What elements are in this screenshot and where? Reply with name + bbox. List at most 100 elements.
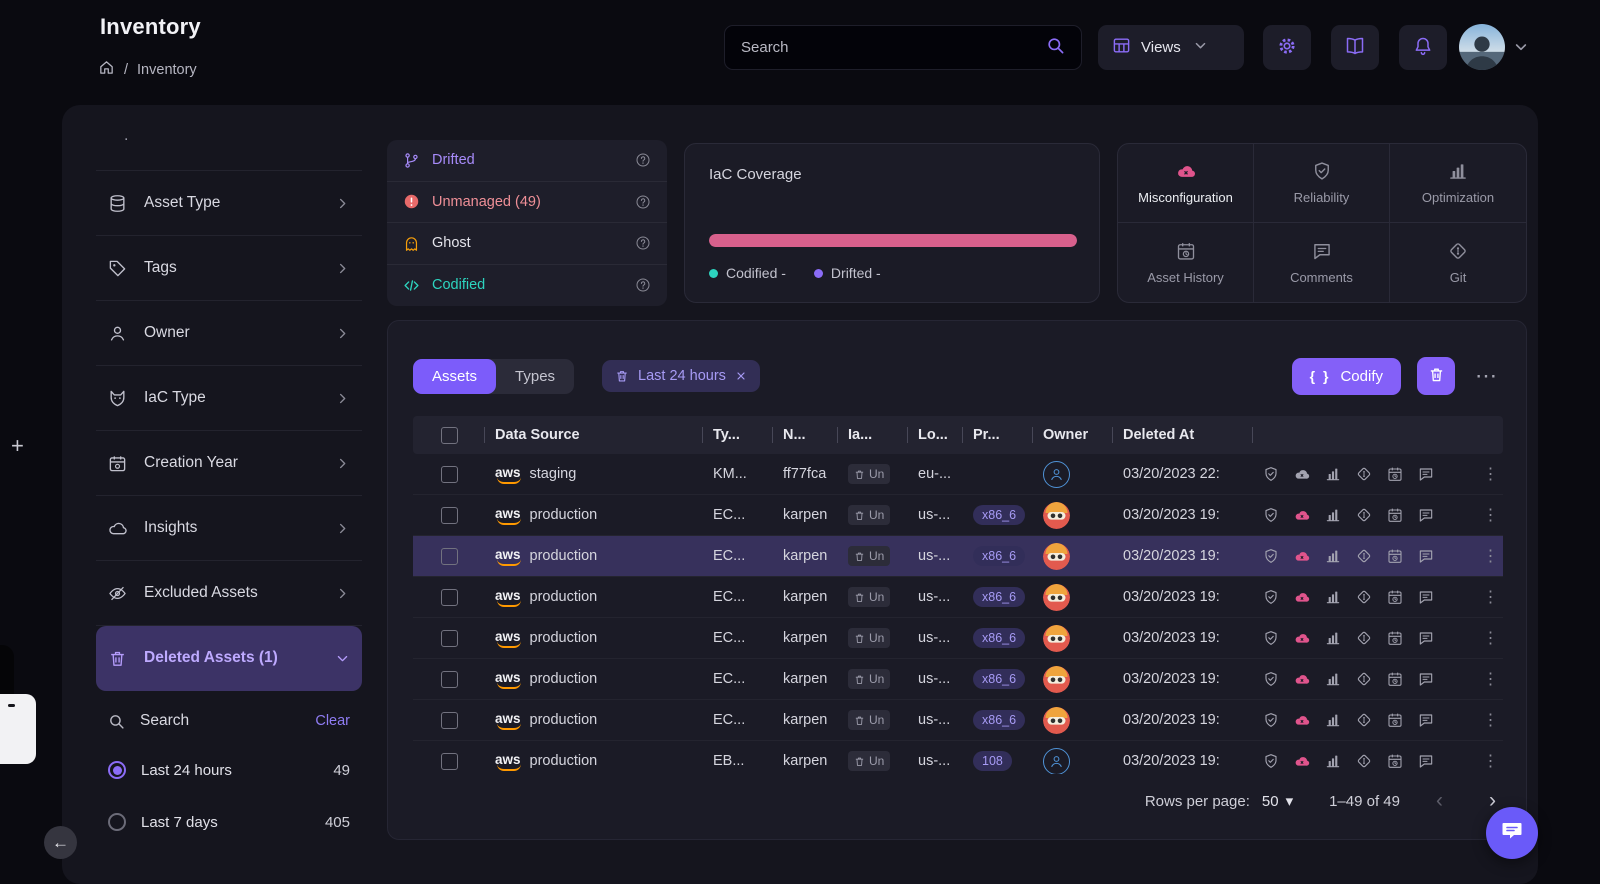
tab-assets[interactable]: Assets: [413, 358, 497, 394]
sidebar-item-tags[interactable]: Tags: [96, 236, 362, 301]
status-row-unmanaged-49[interactable]: Unmanaged (49): [387, 182, 667, 223]
kebab-icon[interactable]: ⋮: [1482, 589, 1499, 606]
column-header-lo[interactable]: Lo...: [908, 416, 963, 454]
insight-tab-optimization[interactable]: Optimization: [1390, 144, 1526, 223]
comments-icon[interactable]: [1418, 712, 1434, 728]
sidebar-item-creation-year[interactable]: Creation Year: [96, 431, 362, 496]
reliability-shield-icon[interactable]: [1263, 589, 1279, 605]
comments-icon[interactable]: [1418, 753, 1434, 769]
column-header-ia[interactable]: Ia...: [838, 416, 908, 454]
comments-icon[interactable]: [1418, 630, 1434, 646]
row-checkbox[interactable]: [440, 629, 458, 647]
git-icon[interactable]: [1356, 630, 1372, 646]
tab-types[interactable]: Types: [496, 359, 574, 394]
git-icon[interactable]: [1356, 466, 1372, 482]
robot-avatar[interactable]: [1043, 665, 1070, 693]
chat-widget-button[interactable]: [1486, 807, 1538, 859]
table-row[interactable]: aws production EB... karpen Un us-... 10…: [413, 741, 1503, 774]
table-row[interactable]: aws production EC... karpen Un us-... x8…: [413, 618, 1503, 659]
optimization-chart-icon[interactable]: [1325, 671, 1341, 687]
comments-icon[interactable]: [1418, 671, 1434, 687]
reliability-shield-icon[interactable]: [1263, 671, 1279, 687]
collapse-back-button[interactable]: ←: [44, 826, 77, 859]
column-header-owner[interactable]: Owner: [1033, 416, 1113, 454]
optimization-chart-icon[interactable]: [1325, 548, 1341, 564]
reliability-shield-icon[interactable]: [1263, 630, 1279, 646]
column-header-data-source[interactable]: Data Source: [485, 416, 703, 454]
insight-tab-reliability[interactable]: Reliability: [1254, 144, 1390, 223]
sidebar-item-asset-type[interactable]: Asset Type: [96, 171, 362, 236]
kebab-icon[interactable]: ⋮: [1482, 753, 1499, 770]
sidebar-item-excluded-assets[interactable]: Excluded Assets: [96, 561, 362, 626]
kebab-icon[interactable]: ⋮: [1482, 712, 1499, 729]
table-row[interactable]: aws staging KM... ff77fca Un eu-... 03/2…: [413, 454, 1503, 495]
docs-button[interactable]: [1331, 25, 1379, 70]
git-icon[interactable]: [1356, 712, 1372, 728]
misconfiguration-cloud-icon[interactable]: [1294, 753, 1310, 769]
kebab-icon[interactable]: ⋮: [1482, 548, 1499, 565]
radio-button[interactable]: [108, 761, 126, 779]
help-icon[interactable]: [635, 277, 651, 293]
table-row[interactable]: aws production EC... karpen Un us-... x8…: [413, 536, 1503, 577]
more-actions-button[interactable]: ⋯: [1471, 365, 1501, 387]
asset-history-icon[interactable]: [1387, 630, 1403, 646]
add-panel-button[interactable]: +: [11, 433, 24, 458]
misconfiguration-cloud-icon[interactable]: [1294, 671, 1310, 687]
radio-button[interactable]: [108, 813, 126, 831]
global-search[interactable]: [724, 25, 1082, 70]
notifications-button[interactable]: [1399, 25, 1447, 70]
optimization-chart-icon[interactable]: [1325, 466, 1341, 482]
table-row[interactable]: aws production EC... karpen Un us-... x8…: [413, 659, 1503, 700]
row-checkbox[interactable]: [440, 711, 458, 729]
sidebar-item-insights[interactable]: Insights: [96, 496, 362, 561]
row-checkbox[interactable]: [440, 588, 458, 606]
status-row-codified[interactable]: Codified: [387, 265, 667, 307]
user-avatar[interactable]: [1459, 24, 1505, 70]
optimization-chart-icon[interactable]: [1325, 630, 1341, 646]
sidebar-search[interactable]: Search Clear: [96, 698, 362, 744]
asset-history-icon[interactable]: [1387, 753, 1403, 769]
robot-avatar[interactable]: [1043, 501, 1070, 529]
search-icon[interactable]: [1046, 36, 1065, 60]
help-icon[interactable]: [635, 194, 651, 210]
asset-history-icon[interactable]: [1387, 712, 1403, 728]
table-row[interactable]: aws production EC... karpen Un us-... x8…: [413, 700, 1503, 741]
user-menu-chevron-icon[interactable]: [1513, 39, 1529, 60]
git-icon[interactable]: [1356, 753, 1372, 769]
table-row[interactable]: aws production EC... karpen Un us-... x8…: [413, 577, 1503, 618]
row-checkbox[interactable]: [440, 752, 458, 770]
optimization-chart-icon[interactable]: [1325, 507, 1341, 523]
sidebar-item-iac-type[interactable]: IaC Type: [96, 366, 362, 431]
optimization-chart-icon[interactable]: [1325, 753, 1341, 769]
robot-avatar[interactable]: [1043, 706, 1070, 734]
git-icon[interactable]: [1356, 671, 1372, 687]
insight-tab-asset-history[interactable]: Asset History: [1118, 223, 1254, 302]
misconfiguration-cloud-icon[interactable]: [1294, 507, 1310, 523]
kebab-icon[interactable]: ⋮: [1482, 507, 1499, 524]
asset-history-icon[interactable]: [1387, 507, 1403, 523]
kebab-icon[interactable]: ⋮: [1482, 671, 1499, 688]
column-header-pr[interactable]: Pr...: [963, 416, 1033, 454]
settings-button[interactable]: [1263, 25, 1311, 70]
time-filter-chip[interactable]: Last 24 hours: [602, 360, 760, 392]
reliability-shield-icon[interactable]: [1263, 712, 1279, 728]
close-icon[interactable]: [735, 370, 747, 382]
misconfiguration-cloud-icon[interactable]: [1294, 548, 1310, 564]
home-icon[interactable]: [98, 59, 115, 80]
misconfiguration-cloud-icon[interactable]: [1294, 630, 1310, 646]
comments-icon[interactable]: [1418, 466, 1434, 482]
row-checkbox[interactable]: [440, 465, 458, 483]
kebab-icon[interactable]: ⋮: [1482, 630, 1499, 647]
asset-history-icon[interactable]: [1387, 548, 1403, 564]
column-header-ty[interactable]: Ty...: [703, 416, 773, 454]
insight-tab-comments[interactable]: Comments: [1254, 223, 1390, 302]
table-row[interactable]: aws production EC... karpen Un us-... x8…: [413, 495, 1503, 536]
git-icon[interactable]: [1356, 589, 1372, 605]
misconfiguration-cloud-icon[interactable]: [1294, 589, 1310, 605]
codify-button[interactable]: { } Codify: [1291, 357, 1401, 395]
clear-filters-link[interactable]: Clear: [315, 713, 350, 729]
comments-icon[interactable]: [1418, 507, 1434, 523]
person-avatar[interactable]: [1043, 747, 1070, 774]
comments-icon[interactable]: [1418, 548, 1434, 564]
time-filter-last-24-hours[interactable]: Last 24 hours 49: [96, 744, 362, 796]
